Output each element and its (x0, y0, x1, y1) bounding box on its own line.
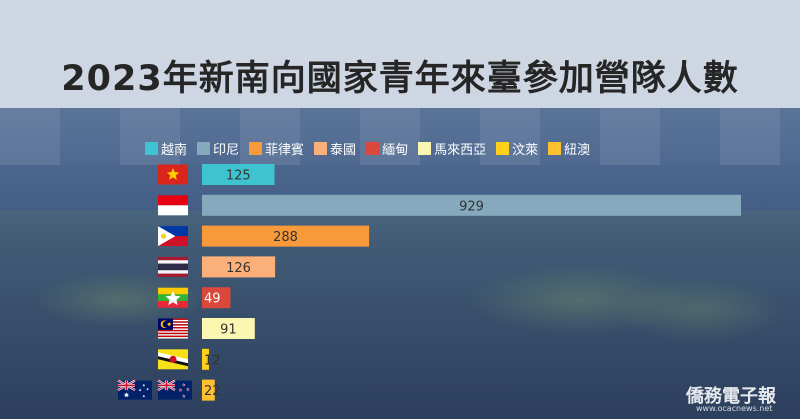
legend-swatch (496, 141, 510, 155)
data-label: 929 (459, 199, 484, 214)
bar-菲律賓 (202, 225, 370, 247)
legend-item: 紐澳 (548, 139, 590, 158)
legend-label: 印尼 (213, 142, 240, 158)
data-label: 91 (220, 323, 237, 338)
legend-swatch (366, 141, 380, 155)
watermark-url: www.ocacnews.net (696, 404, 773, 413)
data-label: 12 (204, 353, 221, 368)
legend-label: 紐澳 (564, 142, 591, 158)
legend-label: 菲律賓 (265, 142, 305, 158)
legend-label: 越南 (161, 142, 188, 158)
data-label: 126 (226, 261, 251, 276)
legend-label: 馬來西亞 (434, 142, 487, 158)
title-band: 2023年新南向國家青年來臺參加營隊人數 (0, 0, 800, 108)
brunei-flag (158, 349, 188, 370)
legend-swatch (548, 141, 562, 155)
bar-紐澳 (202, 379, 215, 401)
legend-swatch (418, 141, 432, 155)
chart-legend: 越南 印尼 菲律賓 泰國 緬甸 馬來西亞 汶萊 紐澳 (145, 138, 665, 158)
bar-印尼 (202, 194, 741, 216)
bar-越南 (202, 164, 275, 185)
thailand-flag (158, 256, 188, 277)
data-label: 288 (273, 230, 298, 245)
myanmar-flag (158, 287, 188, 308)
legend-swatch (249, 141, 263, 155)
data-label: 22 (204, 384, 221, 399)
australia-flag (117, 379, 152, 400)
philippines-flag (158, 226, 188, 247)
bar-汶萊 (202, 348, 209, 370)
malaysia-flag (158, 318, 188, 339)
chart-title: 2023年新南向國家青年來臺參加營隊人數 (61, 59, 739, 99)
indonesia-flag (158, 195, 188, 216)
watermark-logo-text: 僑務電子報 (686, 386, 776, 407)
legend-label: 汶萊 (512, 142, 539, 158)
legend-item: 菲律賓 (249, 139, 304, 158)
legend-label: 泰國 (330, 142, 357, 158)
watermark: 僑務電子報 www.ocacnews.net (686, 382, 796, 416)
new-zealand-flag (157, 379, 192, 400)
legend-swatch (197, 141, 211, 155)
bar-馬來西亞 (202, 318, 255, 339)
vietnam-flag (158, 164, 188, 185)
bar-緬甸 (202, 287, 231, 309)
data-label: 49 (204, 292, 221, 307)
legend-item: 馬來西亞 (418, 139, 486, 158)
legend-item: 汶萊 (496, 139, 538, 158)
legend-swatch (314, 141, 328, 155)
legend-label: 緬甸 (382, 142, 409, 158)
bar-泰國 (202, 256, 276, 278)
legend-swatch (145, 141, 158, 155)
legend-item: 緬甸 (366, 139, 408, 158)
legend-item: 印尼 (197, 139, 239, 158)
legend-item: 泰國 (314, 139, 356, 158)
legend-item: 越南 (145, 139, 187, 158)
data-label: 125 (226, 169, 251, 184)
